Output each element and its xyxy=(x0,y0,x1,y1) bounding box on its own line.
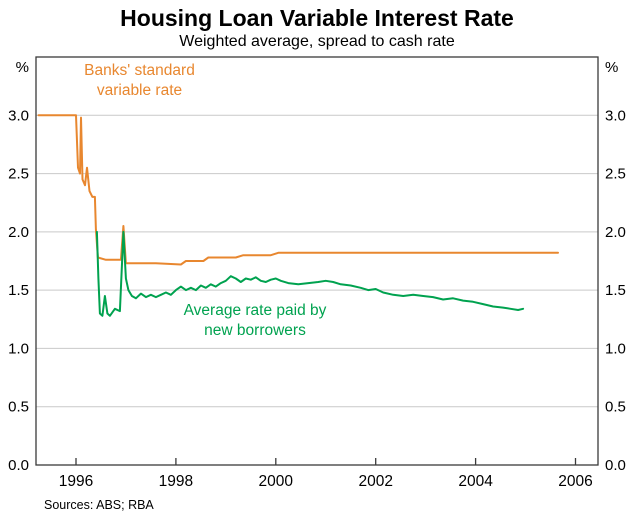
y-tick-label-right: 0.5 xyxy=(605,399,626,416)
y-tick-label-left: 1.5 xyxy=(8,282,29,299)
series-line-0 xyxy=(37,114,559,266)
y-tick-label-left: 2.5 xyxy=(8,166,29,183)
y-tick-label-right: 2.5 xyxy=(605,166,626,183)
x-tick-label: 2002 xyxy=(358,473,392,490)
chart-title: Housing Loan Variable Interest Rate xyxy=(120,5,514,31)
y-tick-label-right: 1.5 xyxy=(605,282,626,299)
x-tick-label: 2000 xyxy=(259,473,294,490)
x-tick-label: 2006 xyxy=(558,473,592,490)
annotation-average-rate-new-borrowers: Average rate paid by new borrowers xyxy=(183,302,327,339)
y-tick-label-right: 0.0 xyxy=(605,457,626,474)
x-tick-label: 1998 xyxy=(159,473,193,490)
y-tick-label-right: 3.0 xyxy=(605,107,626,124)
annotation-banks-standard-variable-rate: Banks' standard variable rate xyxy=(84,62,195,99)
x-tick-label: 2004 xyxy=(458,473,493,490)
y-tick-label-left: 0.0 xyxy=(8,457,29,474)
y-axis-unit-right: % xyxy=(605,59,618,76)
series-line-1 xyxy=(95,230,525,317)
x-tick-label: 1996 xyxy=(59,473,93,490)
y-tick-label-right: 2.0 xyxy=(605,224,626,241)
y-axis-unit-left: % xyxy=(16,59,29,76)
y-tick-label-left: 3.0 xyxy=(8,107,29,124)
y-tick-label-left: 2.0 xyxy=(8,224,29,241)
y-tick-label-left: 1.0 xyxy=(8,340,29,357)
plot-frame xyxy=(35,56,599,466)
chart-subtitle: Weighted average, spread to cash rate xyxy=(179,33,455,50)
y-tick-label-left: 0.5 xyxy=(8,399,29,416)
sources-note: Sources: ABS; RBA xyxy=(44,498,154,512)
y-tick-label-right: 1.0 xyxy=(605,340,626,357)
